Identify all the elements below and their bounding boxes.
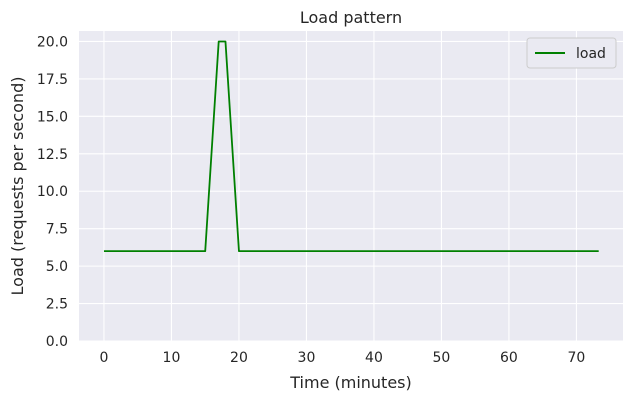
x-tick-label: 60 bbox=[500, 350, 518, 366]
series-layer bbox=[103, 40, 599, 253]
x-axis-label: Time (minutes) bbox=[289, 373, 412, 392]
y-tick-label: 2.5 bbox=[46, 297, 68, 313]
x-tick-label: 20 bbox=[230, 350, 248, 366]
x-tick-label: 0 bbox=[100, 350, 109, 366]
x-axis-ticks: 0 10 20 30 40 50 60 70 bbox=[100, 350, 586, 366]
y-tick-label: 20.0 bbox=[37, 34, 68, 50]
x-tick-label: 10 bbox=[163, 350, 181, 366]
legend-label-load: load bbox=[576, 46, 606, 62]
x-tick-label: 70 bbox=[568, 350, 586, 366]
grid bbox=[79, 31, 623, 342]
plot-area bbox=[79, 31, 623, 341]
series-line-load bbox=[103, 40, 599, 253]
y-axis-ticks: 0.0 2.5 5.0 7.5 10.0 12.5 15.0 17.5 20.0 bbox=[37, 34, 68, 350]
legend-frame bbox=[526, 37, 617, 69]
x-tick-label: 40 bbox=[365, 350, 383, 366]
y-tick-label: 7.5 bbox=[46, 222, 68, 238]
y-tick-label: 15.0 bbox=[37, 109, 68, 125]
x-tick-label: 30 bbox=[298, 350, 316, 366]
y-tick-label: 0.0 bbox=[46, 334, 68, 350]
chart-title: Load pattern bbox=[300, 8, 402, 27]
y-tick-label: 10.0 bbox=[37, 184, 68, 200]
y-tick-label: 12.5 bbox=[37, 147, 68, 163]
y-axis-label: Load (requests per second) bbox=[8, 77, 27, 296]
legend: load bbox=[526, 37, 617, 69]
x-tick-label: 50 bbox=[433, 350, 451, 366]
y-tick-label: 17.5 bbox=[37, 72, 68, 88]
y-tick-label: 5.0 bbox=[46, 259, 68, 275]
